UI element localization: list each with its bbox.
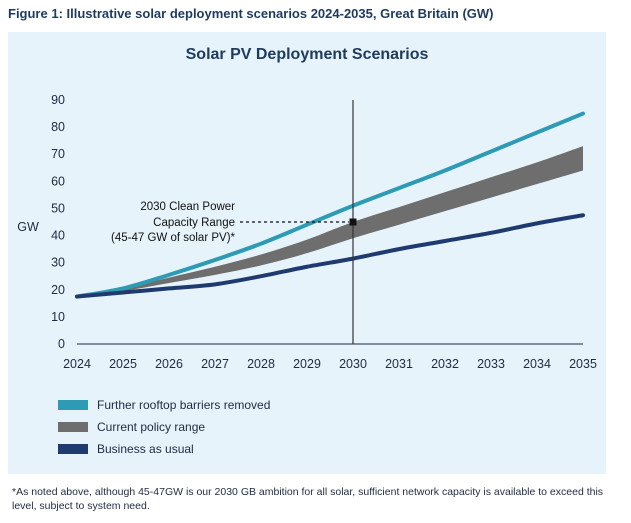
- y-tick-label: 30: [51, 256, 65, 270]
- legend-item-business-as-usual: Business as usual: [58, 438, 270, 460]
- y-tick-label: 80: [51, 120, 65, 134]
- chart-legend: Further rooftop barriers removed Current…: [58, 394, 270, 460]
- y-tick-label: 60: [51, 174, 65, 188]
- legend-label-policy-range: Current policy range: [97, 420, 206, 434]
- y-tick-label: 50: [51, 201, 65, 215]
- annotation-text-line: 2030 Clean Power: [140, 201, 235, 213]
- x-tick-label: 2027: [201, 357, 229, 371]
- y-tick-label: 40: [51, 229, 65, 243]
- y-tick-label: 70: [51, 147, 65, 161]
- legend-item-rooftop: Further rooftop barriers removed: [58, 394, 270, 416]
- y-tick-label: 20: [51, 283, 65, 297]
- x-tick-label: 2035: [569, 357, 597, 371]
- x-tick-label: 2026: [155, 357, 183, 371]
- x-tick-label: 2034: [523, 357, 551, 371]
- y-axis-label: GW: [17, 220, 39, 234]
- legend-label-business-as-usual: Business as usual: [97, 442, 194, 456]
- x-tick-label: 2031: [385, 357, 413, 371]
- legend-swatch-business-as-usual: [58, 444, 88, 454]
- chart-panel: Solar PV Deployment Scenarios 0 10 20 30 40 5…: [8, 32, 606, 474]
- x-tick-label: 2025: [109, 357, 137, 371]
- x-tick-label: 2030: [339, 357, 367, 371]
- x-tick-label: 2024: [63, 357, 91, 371]
- x-tick-label: 2032: [431, 357, 459, 371]
- figure-caption: Figure 1: Illustrative solar deployment …: [8, 6, 494, 21]
- legend-item-policy-range: Current policy range: [58, 416, 270, 438]
- y-tick-label: 10: [51, 310, 65, 324]
- legend-swatch-policy-range: [58, 422, 88, 432]
- series-line-business-as-usual: [75, 213, 585, 299]
- x-tick-label: 2029: [293, 357, 321, 371]
- annotation-text-line: Capacity Range: [153, 217, 235, 229]
- chart-title: Solar PV Deployment Scenarios: [185, 46, 429, 63]
- legend-swatch-rooftop: [58, 400, 88, 410]
- footnote: *As noted above, although 45-47GW is our…: [12, 486, 604, 512]
- annotation-text-line: (45-47 GW of solar PV)*: [111, 232, 236, 244]
- annotation-point: [349, 218, 357, 226]
- legend-label-rooftop: Further rooftop barriers removed: [97, 398, 271, 412]
- series-line-rooftop-barriers-removed: [75, 111, 585, 299]
- y-tick-label: 0: [58, 337, 65, 351]
- x-tick-label: 2033: [477, 357, 505, 371]
- y-tick-label: 90: [51, 93, 65, 107]
- x-tick-label: 2028: [247, 357, 275, 371]
